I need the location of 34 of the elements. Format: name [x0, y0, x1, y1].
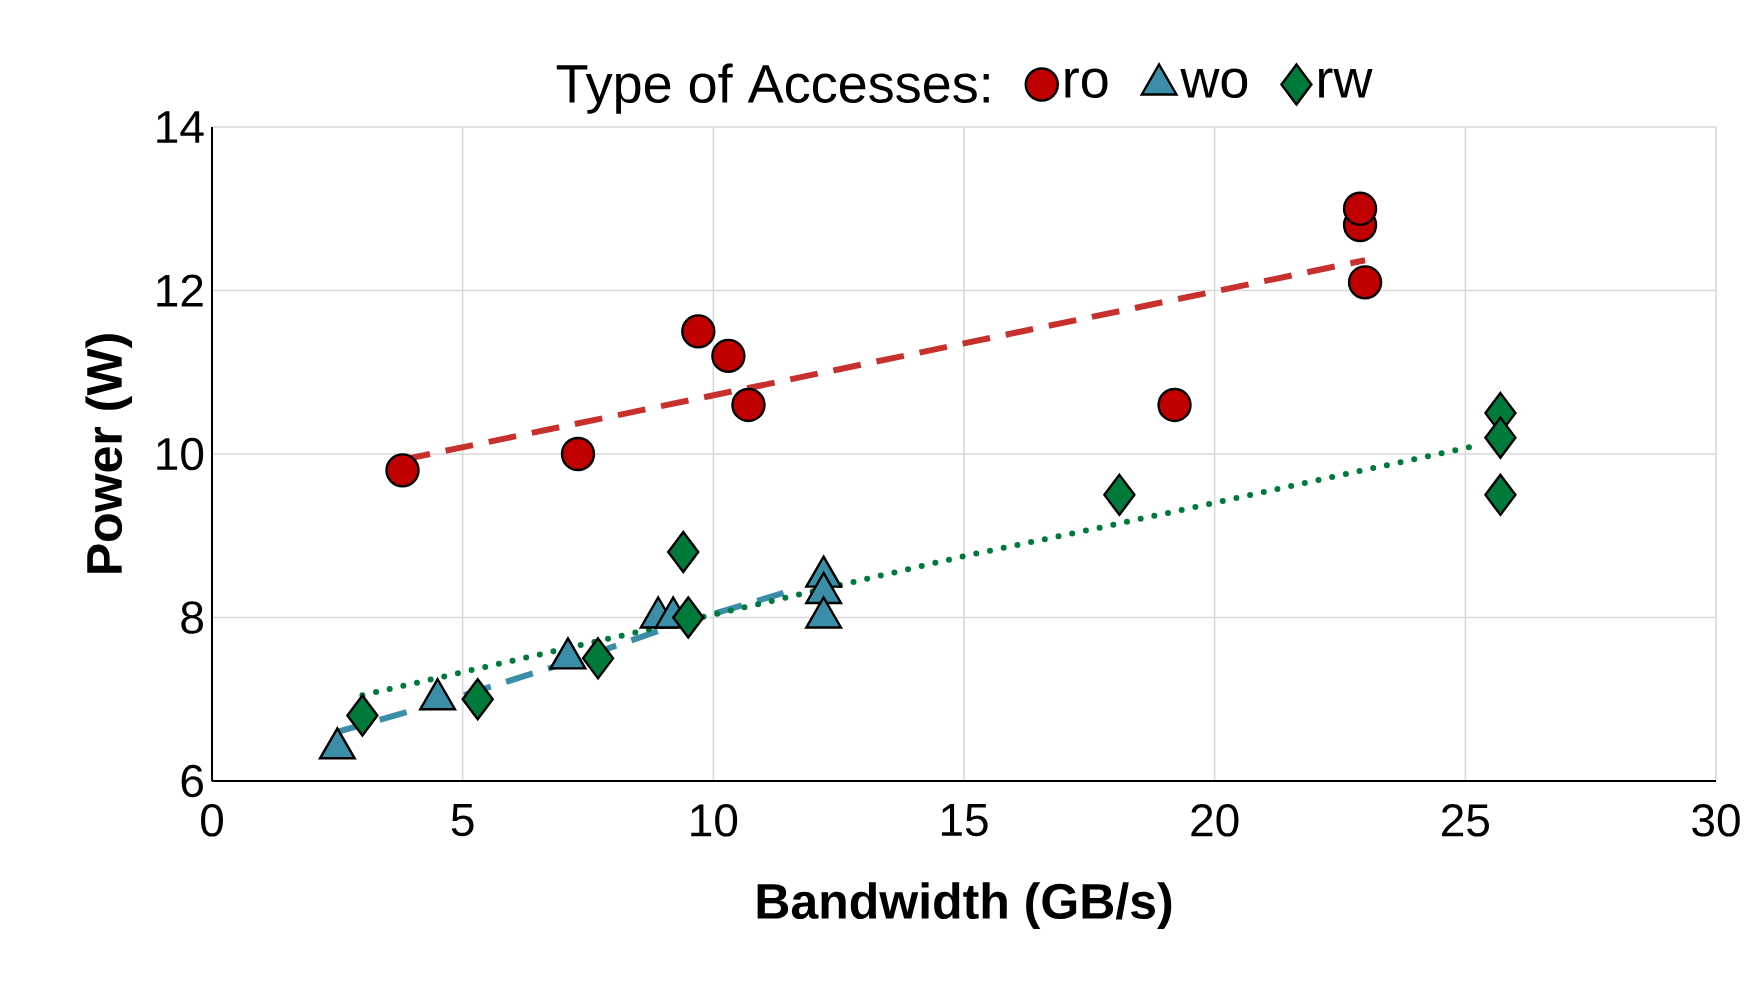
y-axis-title: Power (W) — [85, 334, 133, 573]
y-tick-label: 8 — [181, 601, 203, 634]
legend-title: Type of Accesses: — [556, 63, 989, 114]
point — [560, 436, 596, 472]
x-tick-label: 10 — [691, 804, 738, 837]
x-axis-title: Bandwidth (GB/s) — [757, 882, 1172, 929]
point — [1484, 473, 1517, 517]
x-tick-label: 20 — [1191, 804, 1239, 837]
point — [672, 596, 705, 639]
x-tick-label: 15 — [941, 804, 988, 837]
y-tick-label: 6 — [181, 764, 203, 798]
legend-label: wo — [1180, 68, 1248, 99]
y-tick-label: 14 — [157, 111, 204, 143]
point — [581, 637, 615, 680]
point — [1103, 473, 1136, 517]
legend-label: ro — [1065, 68, 1108, 99]
point — [681, 314, 716, 349]
x-tick-label: 0 — [201, 804, 224, 837]
point — [385, 453, 420, 488]
x-tick-label: 5 — [451, 804, 474, 837]
point — [731, 387, 766, 423]
point — [1484, 416, 1517, 459]
point — [667, 530, 700, 574]
point — [1347, 265, 1383, 300]
y-tick-label: 12 — [157, 274, 203, 307]
point — [1342, 191, 1378, 226]
point — [346, 694, 379, 737]
x-tick-label: 30 — [1692, 804, 1740, 837]
legend-label: rw — [1319, 68, 1373, 98]
point — [1157, 387, 1192, 423]
y-tick-label: 10 — [157, 437, 204, 471]
point — [711, 338, 746, 374]
x-tick-label: 25 — [1442, 804, 1489, 837]
point — [461, 678, 494, 721]
